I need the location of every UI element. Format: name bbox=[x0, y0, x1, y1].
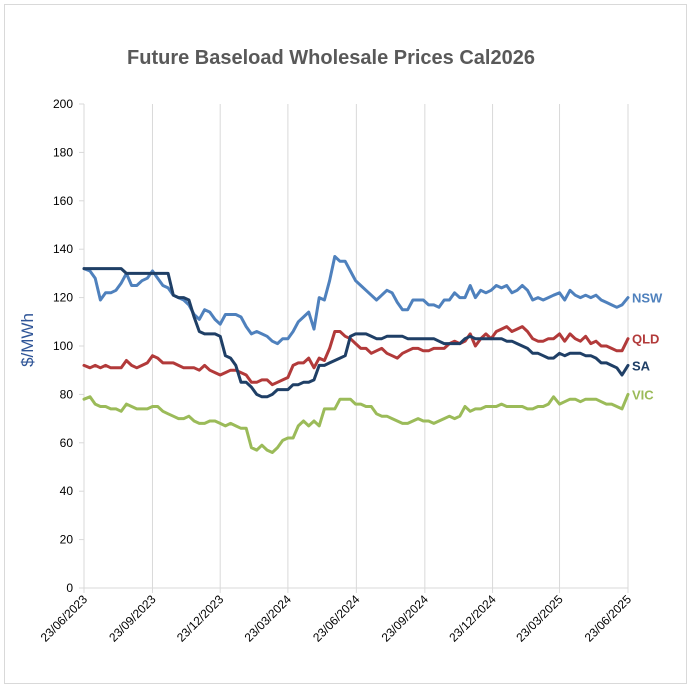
y-tick-label: 160 bbox=[53, 194, 73, 208]
y-tick-label: 180 bbox=[53, 145, 73, 159]
y-tick-label: 120 bbox=[53, 291, 73, 305]
series-line-vic bbox=[82, 392, 630, 454]
chart-title: Future Baseload Wholesale Prices Cal2026 bbox=[127, 47, 535, 69]
x-tick-label: 23/09/2023 bbox=[106, 592, 159, 645]
axes: 23/06/2023 23/09/2023 23/12/2023 23/03/2024… bbox=[38, 97, 635, 645]
chart-frame bbox=[4, 4, 687, 684]
x-tick-label: 23/06/2025 bbox=[582, 592, 635, 645]
x-tick-label: 23/03/2025 bbox=[513, 592, 566, 645]
series-label-qld: QLD bbox=[632, 332, 659, 347]
series-lines bbox=[82, 255, 630, 454]
series-label-vic: VIC bbox=[632, 387, 654, 402]
series-line-sa bbox=[82, 267, 630, 399]
y-tick-label: 140 bbox=[53, 242, 73, 256]
series-label-nsw: NSW bbox=[632, 291, 663, 306]
x-tick-label: 23/03/2024 bbox=[242, 592, 295, 645]
y-tick-label: 60 bbox=[60, 436, 74, 450]
series-labels: NSW QLD SA VIC bbox=[632, 291, 663, 403]
series-label-sa: SA bbox=[632, 358, 651, 373]
x-tick-label: 23/12/2024 bbox=[446, 592, 499, 645]
y-tick-label: 20 bbox=[60, 533, 74, 547]
y-tick-label: 0 bbox=[66, 581, 73, 595]
x-tick-label: 23/06/2023 bbox=[38, 592, 91, 645]
y-tick-label: 40 bbox=[60, 484, 74, 498]
y-tick-label: 200 bbox=[53, 97, 73, 111]
y-tick-label: 80 bbox=[60, 387, 74, 401]
x-tick-label: 23/06/2024 bbox=[310, 592, 363, 645]
y-tick-label: 100 bbox=[53, 339, 73, 353]
series-line-qld bbox=[82, 325, 630, 387]
y-axis-label: $/MWh bbox=[18, 313, 37, 367]
x-tick-label: 23/12/2023 bbox=[174, 592, 227, 645]
x-tick-label: 23/09/2024 bbox=[379, 592, 432, 645]
